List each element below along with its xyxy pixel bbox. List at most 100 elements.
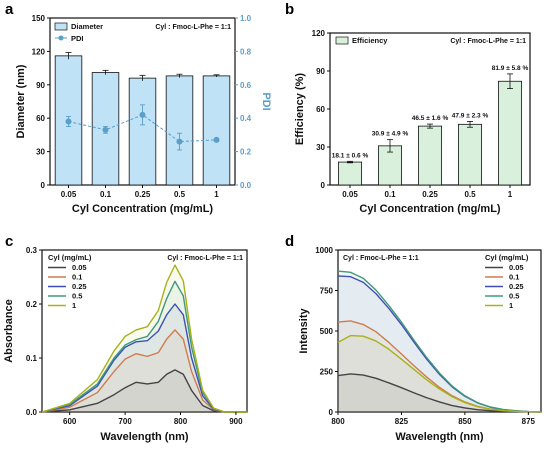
x-axis-label: Cyl Concentration (mg/mL) [359, 203, 501, 215]
ratio-annotation: Cyl : Fmoc-L-Phe = 1:1 [450, 38, 526, 45]
x-tick-label: 1 [508, 190, 513, 199]
efficiency-value-label: 46.5 ± 1.6 % [412, 115, 449, 122]
y-tick-label: 30 [316, 143, 325, 152]
y-tick-label: 90 [36, 81, 45, 90]
y-tick-label: 750 [320, 287, 334, 296]
x-axis-label: Wavelength (nm) [395, 431, 484, 443]
legend-title: Cyl (mg/mL) [485, 253, 529, 262]
efficiency-value-label: 81.9 ± 5.8 % [492, 65, 529, 72]
legend-label: 0.5 [72, 292, 82, 301]
x-tick-label: 600 [63, 417, 77, 426]
series-fill [42, 281, 247, 412]
y-axis-label: Efficiency (%) [294, 73, 306, 145]
legend-swatch-efficiency [335, 36, 349, 45]
series-fill [338, 335, 541, 412]
x-tick-label: 0.1 [100, 190, 112, 199]
y-tick-label: 250 [320, 368, 334, 377]
panel-c-letter: c [5, 233, 13, 250]
panel-a-letter: a [5, 1, 14, 18]
y-tick-label: 90 [316, 67, 325, 76]
series-fill [338, 320, 541, 412]
legend-title: Cyl (mg/mL) [48, 253, 92, 262]
y-tick-label: 30 [36, 148, 45, 157]
legend-marker-pdi [58, 35, 64, 41]
x-tick-label: 700 [118, 417, 132, 426]
series-fill [338, 275, 541, 412]
x-tick-label: 0.25 [135, 190, 151, 199]
x-tick-label: 850 [458, 417, 472, 426]
y-tick-label: 0.1 [26, 354, 38, 363]
legend-label-diameter: Diameter [71, 22, 103, 31]
x-axis-label: Cyl Concentration (mg/mL) [72, 203, 214, 215]
panel-d-letter: d [285, 233, 294, 250]
x-tick-label: 0.1 [384, 190, 396, 199]
ratio-annotation: Cyl : Fmoc-L-Phe = 1:1 [167, 255, 243, 262]
series-fill [42, 265, 247, 412]
diameter-bar [165, 75, 194, 186]
efficiency-value-label: 30.9 ± 4.9 % [372, 131, 409, 138]
series-fill [42, 369, 247, 412]
pdi-point [139, 111, 146, 118]
efficiency-value-label: 18.1 ± 0.6 % [332, 152, 369, 159]
y-axis-label: Diameter (nm) [15, 64, 27, 138]
x-tick-label: 900 [229, 417, 243, 426]
x-tick-label: 1 [214, 190, 219, 199]
efficiency-bar [417, 125, 442, 186]
pdi-point [102, 126, 109, 133]
y-right-tick-label: 0.8 [240, 47, 252, 56]
legend-label: 0.1 [509, 273, 519, 282]
legend-label: 0.5 [509, 292, 519, 301]
x-tick-label: 0.05 [342, 190, 358, 199]
panel-c-frame [41, 249, 248, 413]
legend-label: 0.25 [72, 282, 87, 291]
x-tick-label: 0.25 [422, 190, 438, 199]
y-right-tick-label: 1.0 [240, 14, 252, 23]
y-tick-label: 0.2 [26, 300, 38, 309]
series-line-1 [337, 334, 542, 413]
y-tick-label: 150 [32, 14, 46, 23]
legend-label: 0.1 [72, 273, 82, 282]
pdi-point [65, 118, 72, 125]
pdi-point [176, 138, 183, 145]
legend-label: 0.05 [72, 263, 87, 272]
y-tick-label: 120 [32, 47, 46, 56]
y-tick-label: 0 [329, 408, 334, 417]
series-line-0.5 [337, 270, 542, 413]
legend-label: 0.25 [509, 282, 524, 291]
series-fill [42, 329, 247, 412]
y-right-tick-label: 0.0 [240, 181, 252, 190]
x-tick-label: 825 [395, 417, 409, 426]
y-tick-label: 0.3 [26, 246, 38, 255]
pdi-point [213, 136, 220, 143]
efficiency-value-label: 47.9 ± 2.3 % [452, 112, 489, 119]
x-tick-label: 800 [174, 417, 188, 426]
x-tick-label: 0.5 [174, 190, 186, 199]
series-fill [42, 304, 247, 412]
y-tick-label: 60 [36, 114, 45, 123]
y-right-axis-label: PDI [260, 92, 272, 110]
y-tick-label: 0 [321, 181, 326, 190]
y-axis-label: Absorbance [3, 299, 15, 363]
legend-label-pdi: PDI [71, 34, 84, 43]
panel-b-letter: b [285, 1, 294, 18]
legend-label-efficiency: Efficiency [352, 36, 388, 45]
diameter-bar [128, 77, 157, 186]
y-tick-label: 120 [312, 29, 326, 38]
y-tick-label: 500 [320, 327, 334, 336]
ratio-annotation: Cyl : Fmoc-L-Phe = 1:1 [155, 24, 231, 31]
x-tick-label: 875 [522, 417, 536, 426]
y-axis-label: Intensity [298, 308, 310, 354]
series-line-1 [41, 264, 247, 413]
legend-label: 1 [509, 301, 513, 310]
y-right-tick-label: 0.6 [240, 81, 252, 90]
y-right-tick-label: 0.2 [240, 148, 252, 157]
y-tick-label: 1000 [315, 246, 333, 255]
y-right-tick-label: 0.4 [240, 114, 252, 123]
y-tick-label: 0.0 [26, 408, 38, 417]
legend-label: 1 [72, 301, 76, 310]
series-line-0.05 [41, 369, 247, 413]
y-tick-label: 0 [41, 181, 46, 190]
efficiency-bar [457, 123, 482, 186]
x-axis-label: Wavelength (nm) [100, 431, 189, 443]
